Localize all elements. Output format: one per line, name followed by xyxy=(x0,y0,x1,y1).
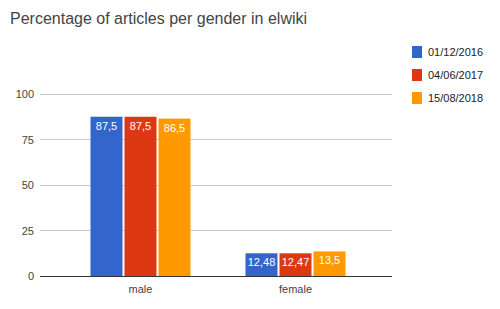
bar xyxy=(280,253,312,276)
legend-swatch xyxy=(412,46,422,58)
data-label: 12,48 xyxy=(248,256,276,268)
grid-line xyxy=(40,94,392,95)
title: Percentage of articles per gender in elw… xyxy=(10,10,307,27)
y-tick-label: 75 xyxy=(22,134,34,146)
legend-swatch xyxy=(412,92,422,104)
chart: Percentage of articles per gender in elw… xyxy=(0,0,500,309)
legend-label: 15/08/2018 xyxy=(428,92,483,104)
y-tick-label: 25 xyxy=(22,225,34,237)
bar xyxy=(159,119,191,276)
y-tick-label: 100 xyxy=(16,88,34,100)
bar xyxy=(125,117,157,276)
data-labels: 87,5 87,5 86,5 12,48 12,47 13,5 xyxy=(96,120,340,269)
data-label: 87,5 xyxy=(96,120,117,132)
bar xyxy=(91,117,123,276)
legend-label: 01/12/2016 xyxy=(428,46,483,58)
bar xyxy=(246,253,278,276)
bar xyxy=(314,251,346,276)
data-label: 86,5 xyxy=(164,122,185,134)
data-label: 87,5 xyxy=(130,120,151,132)
y-tick-label: 0 xyxy=(28,270,34,282)
y-tick-label: 50 xyxy=(22,179,34,191)
legend-swatch xyxy=(412,69,422,81)
x-tick-label: male xyxy=(129,283,153,295)
data-label: 12,47 xyxy=(282,256,310,268)
legend-label: 04/06/2017 xyxy=(428,69,483,81)
bars xyxy=(91,117,346,276)
x-tick-label: female xyxy=(279,283,312,295)
data-label: 13,5 xyxy=(319,254,340,266)
